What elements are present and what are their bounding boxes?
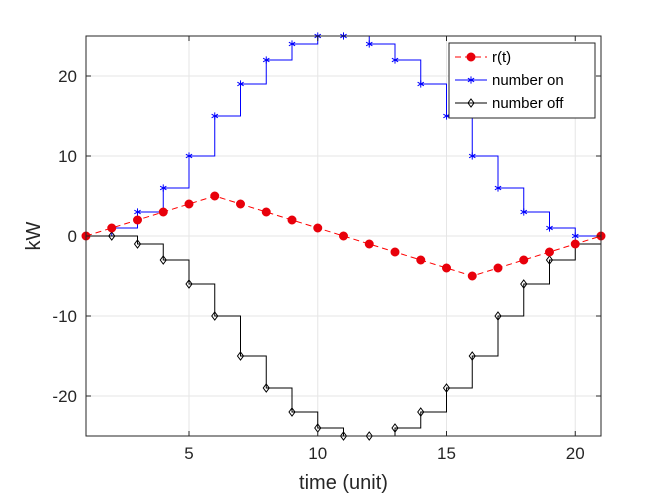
data-point-stroke [237, 81, 244, 87]
data-point [133, 239, 142, 249]
data-point [493, 263, 503, 273]
data-point-stroke [520, 209, 528, 215]
data-point [494, 184, 502, 192]
data-point [520, 208, 528, 216]
data-point [416, 255, 426, 265]
series-r-t- [81, 191, 606, 281]
data-point-stroke [211, 113, 219, 119]
data-point [108, 231, 116, 241]
data-point [262, 383, 270, 393]
data-point [159, 255, 167, 265]
data-point [519, 255, 529, 265]
data-point-stroke [365, 41, 373, 47]
x-tick-label: 15 [437, 444, 456, 463]
data-point [288, 407, 296, 417]
data-point [211, 311, 219, 321]
legend-item: number off [455, 95, 564, 112]
legend-label: number off [492, 95, 564, 112]
y-tick-label: -20 [52, 387, 77, 406]
data-point [468, 351, 476, 361]
y-tick-label: 20 [58, 67, 77, 86]
x-tick-label: 5 [184, 444, 193, 463]
data-point [159, 184, 167, 192]
data-point [442, 383, 451, 393]
data-point [339, 431, 348, 441]
data-point-stroke [185, 153, 193, 159]
data-point-stroke [468, 153, 476, 159]
legend-marker-stroke [467, 77, 475, 83]
data-point-stroke [134, 209, 141, 215]
data-point [546, 224, 553, 232]
data-point-stroke [546, 225, 553, 231]
data-point [237, 80, 244, 88]
data-point-stroke [571, 233, 579, 239]
legend-label: r(t) [492, 49, 511, 66]
axis-ticks: 5 10 15 20 -20 -10 0 10 20 [52, 36, 601, 463]
y-tick-label: 0 [68, 227, 77, 246]
legend-item: number on [455, 72, 564, 89]
data-point [468, 152, 476, 160]
legend-marker [466, 52, 476, 62]
data-point-stroke [262, 57, 270, 63]
data-point [391, 423, 399, 433]
data-point [442, 263, 451, 273]
data-point [288, 40, 296, 48]
data-point [107, 223, 117, 233]
x-tick-label: 10 [308, 444, 327, 463]
data-point [158, 207, 168, 217]
data-point [417, 407, 425, 417]
x-tick-label: 20 [566, 444, 585, 463]
y-axis-label: kW [23, 221, 45, 250]
data-point [313, 223, 323, 233]
x-axis-label: time (unit) [299, 472, 388, 494]
data-point [391, 56, 399, 64]
data-point [364, 239, 374, 249]
data-point [236, 199, 245, 209]
data-point [339, 231, 348, 241]
legend-label: number on [492, 72, 564, 89]
y-tick-label: 10 [58, 147, 77, 166]
y-tick-label: -10 [52, 307, 77, 326]
data-point [210, 191, 220, 201]
legend-marker [467, 76, 475, 84]
data-point [417, 80, 425, 88]
data-point [211, 112, 219, 120]
data-point [390, 247, 400, 257]
data-point [467, 271, 477, 281]
data-point [185, 152, 193, 160]
legend-item: r(t) [455, 49, 511, 66]
data-point-stroke [494, 185, 502, 191]
data-point [545, 247, 554, 257]
data-point [287, 215, 297, 225]
data-point-stroke [417, 81, 425, 87]
data-point [236, 351, 245, 361]
data-point [365, 431, 373, 441]
data-point-stroke [391, 57, 399, 63]
data-point [133, 215, 142, 225]
data-point [262, 56, 270, 64]
data-point [571, 232, 579, 240]
legend-marker [467, 98, 475, 108]
data-point [261, 207, 271, 217]
data-point [494, 311, 502, 321]
data-point [134, 208, 141, 216]
data-series [81, 32, 606, 441]
data-point [184, 199, 194, 209]
data-point-stroke [288, 41, 296, 47]
legend: r(t) number on number off [448, 42, 596, 119]
data-point [545, 255, 554, 265]
data-point-stroke [159, 185, 167, 191]
data-point [365, 40, 373, 48]
data-point [570, 239, 580, 249]
data-point [185, 279, 193, 289]
data-point [520, 279, 528, 289]
